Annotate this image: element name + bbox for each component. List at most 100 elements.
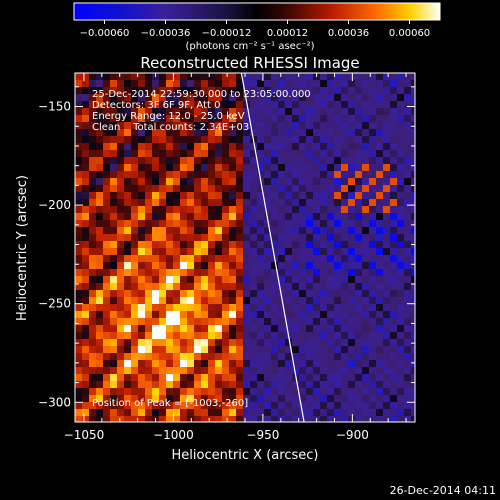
- heatmap-cell: [306, 171, 313, 178]
- heatmap-cell: [117, 192, 124, 199]
- heatmap-cell: [355, 101, 362, 108]
- heatmap-cell: [236, 402, 243, 409]
- heatmap-cell: [117, 297, 124, 304]
- heatmap-cell: [173, 255, 180, 262]
- heatmap-cell: [103, 255, 110, 262]
- heatmap-cell: [264, 136, 271, 143]
- heatmap-cell: [131, 255, 138, 262]
- heatmap-cell: [159, 227, 166, 234]
- heatmap-cell: [117, 311, 124, 318]
- heatmap-cell: [194, 241, 201, 248]
- heatmap-cell: [222, 318, 229, 325]
- heatmap-cell: [376, 164, 383, 171]
- heatmap-cell: [222, 248, 229, 255]
- heatmap-cell: [278, 332, 285, 339]
- heatmap-cell: [89, 136, 96, 143]
- heatmap-cell: [271, 101, 278, 108]
- heatmap-cell: [110, 290, 117, 297]
- heatmap-cell: [75, 325, 82, 332]
- heatmap-cell: [250, 185, 257, 192]
- heatmap-cell: [327, 80, 334, 87]
- heatmap-cell: [334, 94, 341, 101]
- heatmap-cell: [159, 143, 166, 150]
- heatmap-cell: [250, 108, 257, 115]
- heatmap-cell: [236, 150, 243, 157]
- heatmap-cell: [229, 122, 236, 129]
- heatmap-cell: [138, 290, 145, 297]
- heatmap-cell: [103, 122, 110, 129]
- heatmap-cell: [124, 395, 131, 402]
- heatmap-cell: [390, 80, 397, 87]
- heatmap-cell: [194, 332, 201, 339]
- heatmap-cell: [355, 332, 362, 339]
- heatmap-cell: [201, 80, 208, 87]
- heatmap-cell: [208, 199, 215, 206]
- heatmap-cell: [103, 297, 110, 304]
- heatmap-cell: [243, 367, 250, 374]
- heatmap-cell: [341, 262, 348, 269]
- heatmap-cell: [285, 87, 292, 94]
- heatmap-cell: [313, 220, 320, 227]
- heatmap-cell: [320, 290, 327, 297]
- heatmap-cell: [369, 199, 376, 206]
- heatmap-cell: [201, 129, 208, 136]
- heatmap-cell: [327, 367, 334, 374]
- heatmap-cell: [96, 178, 103, 185]
- heatmap-cell: [369, 262, 376, 269]
- heatmap-cell: [159, 136, 166, 143]
- heatmap-cell: [138, 178, 145, 185]
- heatmap-cell: [96, 248, 103, 255]
- heatmap-cell: [362, 388, 369, 395]
- heatmap-cell: [236, 255, 243, 262]
- heatmap-cell: [397, 241, 404, 248]
- heatmap-cell: [257, 332, 264, 339]
- heatmap-cell: [173, 73, 180, 80]
- heatmap-cell: [194, 409, 201, 416]
- heatmap-cell: [229, 374, 236, 381]
- heatmap-cell: [383, 115, 390, 122]
- heatmap-cell: [264, 346, 271, 353]
- heatmap-cell: [271, 171, 278, 178]
- heatmap-cell: [341, 241, 348, 248]
- heatmap-cell: [397, 290, 404, 297]
- heatmap-cell: [264, 353, 271, 360]
- heatmap-cell: [236, 206, 243, 213]
- heatmap-cell: [369, 115, 376, 122]
- heatmap-cell: [306, 269, 313, 276]
- heatmap-cell: [194, 234, 201, 241]
- heatmap-cell: [117, 381, 124, 388]
- heatmap-cell: [117, 94, 124, 101]
- heatmap-cell: [75, 185, 82, 192]
- heatmap-cell: [355, 241, 362, 248]
- heatmap-cell: [110, 388, 117, 395]
- heatmap-cell: [82, 80, 89, 87]
- heatmap-cell: [173, 206, 180, 213]
- heatmap-cell: [397, 227, 404, 234]
- heatmap-cell: [299, 143, 306, 150]
- heatmap-cell: [194, 304, 201, 311]
- heatmap-cell: [250, 129, 257, 136]
- heatmap-cell: [257, 318, 264, 325]
- heatmap-cell: [257, 409, 264, 416]
- heatmap-cell: [187, 402, 194, 409]
- heatmap-cell: [376, 122, 383, 129]
- heatmap-cell: [313, 388, 320, 395]
- heatmap-cell: [236, 122, 243, 129]
- heatmap-cell: [96, 297, 103, 304]
- heatmap-cell: [341, 276, 348, 283]
- heatmap-cell: [103, 248, 110, 255]
- heatmap-cell: [257, 234, 264, 241]
- heatmap-cell: [320, 73, 327, 80]
- heatmap-cell: [145, 115, 152, 122]
- heatmap-cell: [250, 178, 257, 185]
- heatmap-cell: [334, 192, 341, 199]
- heatmap-cell: [313, 199, 320, 206]
- heatmap-cell: [152, 374, 159, 381]
- heatmap-cell: [131, 122, 138, 129]
- heatmap-cell: [236, 115, 243, 122]
- heatmap-cell: [397, 318, 404, 325]
- x-tick-label: −950: [246, 428, 279, 442]
- heatmap-cell: [89, 241, 96, 248]
- heatmap-cell: [82, 332, 89, 339]
- heatmap-cell: [180, 381, 187, 388]
